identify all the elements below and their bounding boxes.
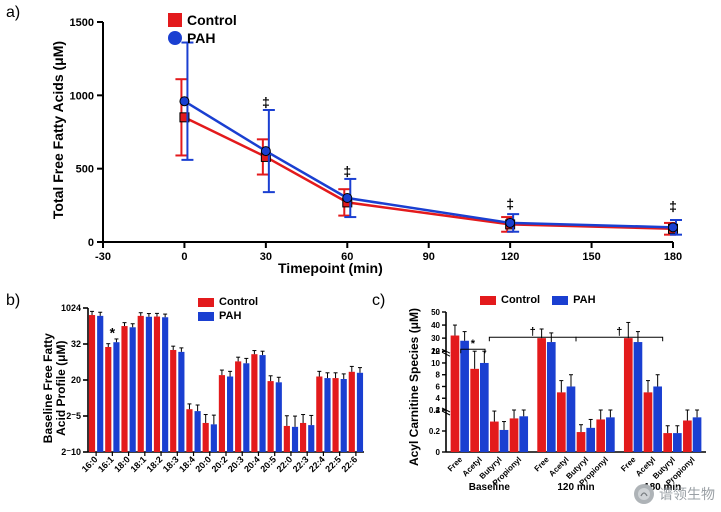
svg-text:20:2: 20:2: [210, 454, 230, 474]
svg-text:2⁻5: 2⁻5: [66, 411, 81, 421]
svg-text:6: 6: [436, 382, 441, 391]
svg-text:150: 150: [582, 251, 600, 263]
svg-text:‡: ‡: [506, 195, 514, 211]
svg-text:10: 10: [431, 359, 440, 368]
legend-b-pah-label: PAH: [219, 310, 241, 322]
chart-b-svg: 2⁻102⁻52032102416:016:118:018:118:218:31…: [48, 300, 368, 500]
chart-c-y-label: Acyl Carnitine Species (μM): [407, 287, 421, 487]
chart-c: Acyl Carnitine Species (μM) 00.20.424681…: [410, 300, 710, 500]
svg-text:‡: ‡: [669, 198, 677, 214]
svg-text:16:1: 16:1: [96, 454, 116, 474]
svg-text:120: 120: [501, 251, 519, 263]
chart-c-svg: 00.20.42468101220304050BaselineFreeAcety…: [410, 300, 710, 500]
chart-a-x-label: Timepoint (min): [278, 260, 383, 276]
chart-a-svg: -300306090120150180050010001500‡‡‡‡: [48, 12, 688, 282]
watermark-icon: [634, 484, 654, 504]
svg-text:1500: 1500: [70, 17, 94, 29]
watermark: 谱领生物: [634, 484, 715, 504]
svg-text:18:1: 18:1: [128, 454, 148, 474]
svg-text:20:0: 20:0: [193, 454, 213, 474]
svg-text:500: 500: [76, 164, 94, 176]
svg-text:20:3: 20:3: [226, 454, 246, 474]
legend-b-control-label: Control: [219, 296, 258, 308]
svg-text:0: 0: [181, 251, 187, 263]
svg-text:18:0: 18:0: [112, 454, 132, 474]
chart-b: Baseline Free FattyAcid Profile (μM) 2⁻1…: [48, 300, 368, 500]
svg-text:2: 2: [436, 406, 441, 415]
chart-a-legend: Control PAH: [168, 12, 237, 48]
svg-text:18:2: 18:2: [145, 454, 165, 474]
svg-text:20:5: 20:5: [258, 454, 278, 474]
legend-c-pah-swatch: [552, 296, 568, 305]
svg-text:32: 32: [71, 339, 81, 349]
svg-text:Baseline: Baseline: [469, 482, 511, 493]
svg-text:20: 20: [431, 347, 440, 356]
legend-c-control-label: Control: [501, 294, 540, 306]
panel-b-label: b): [6, 292, 20, 310]
svg-text:50: 50: [431, 308, 440, 317]
svg-text:†: †: [616, 326, 622, 338]
legend-b-pah-swatch: [198, 312, 214, 321]
svg-text:0: 0: [436, 448, 441, 457]
svg-text:8: 8: [436, 371, 441, 380]
svg-text:22:6: 22:6: [339, 454, 359, 474]
legend-c-control-swatch: [480, 296, 496, 305]
svg-text:40: 40: [431, 321, 440, 330]
svg-text:22:3: 22:3: [291, 454, 311, 474]
svg-text:0: 0: [88, 237, 94, 249]
svg-text:‡: ‡: [343, 163, 351, 179]
svg-text:20:4: 20:4: [242, 454, 262, 474]
svg-text:180: 180: [664, 251, 682, 263]
svg-text:*: *: [471, 338, 476, 350]
svg-text:18:4: 18:4: [177, 454, 197, 474]
chart-b-y-label: Baseline Free FattyAcid Profile (μM): [42, 293, 68, 483]
chart-a: Total Free Fatty Acids (μM) Timepoint (m…: [48, 12, 688, 282]
chart-c-legend: Control PAH: [480, 294, 596, 308]
svg-text:1000: 1000: [70, 90, 94, 102]
svg-text:22:0: 22:0: [275, 454, 295, 474]
svg-text:22:4: 22:4: [307, 454, 327, 474]
svg-text:4: 4: [436, 394, 441, 403]
svg-text:18:3: 18:3: [161, 454, 181, 474]
chart-a-y-label: Total Free Fatty Acids (μM): [50, 10, 66, 250]
legend-b-control-swatch: [198, 298, 214, 307]
svg-text:90: 90: [423, 251, 435, 263]
svg-text:†: †: [530, 326, 536, 338]
panel-a-label: a): [6, 4, 20, 22]
svg-text:22:5: 22:5: [323, 454, 343, 474]
panel-c-label: c): [372, 292, 385, 310]
watermark-text: 谱领生物: [659, 484, 715, 504]
svg-text:‡: ‡: [262, 94, 270, 110]
svg-text:30: 30: [260, 251, 272, 263]
legend-c-pah-label: PAH: [573, 294, 595, 306]
svg-text:120 min: 120 min: [557, 482, 594, 493]
legend-pah-marker: [168, 31, 182, 45]
svg-text:20: 20: [71, 375, 81, 385]
svg-text:-30: -30: [95, 251, 111, 263]
svg-text:16:0: 16:0: [80, 454, 100, 474]
legend-pah-label: PAH: [187, 30, 216, 46]
svg-text:0.2: 0.2: [429, 427, 441, 436]
svg-text:*: *: [110, 324, 116, 340]
legend-control-marker: [168, 13, 182, 27]
legend-control-label: Control: [187, 12, 237, 28]
svg-text:30: 30: [431, 334, 440, 343]
chart-b-legend: Control PAH: [198, 296, 258, 324]
